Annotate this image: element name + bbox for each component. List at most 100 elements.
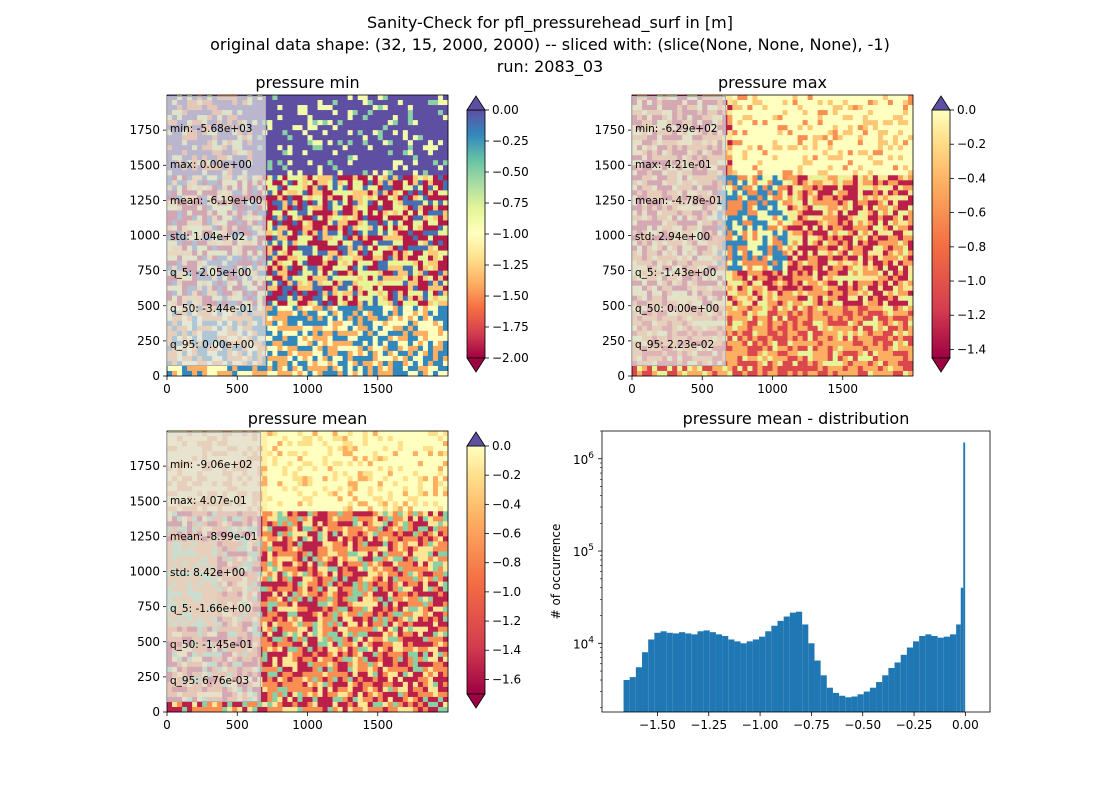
heatmap-cell: [317, 185, 323, 191]
heatmap-cell: [277, 270, 283, 276]
heatmap-cell: [352, 305, 359, 312]
heatmap-cell: [327, 325, 333, 332]
heatmap-cell: [312, 325, 318, 332]
heatmap-cell: [407, 220, 414, 226]
heatmap-cell: [347, 205, 354, 211]
heatmap-cell: [442, 320, 449, 327]
heatmap-cell: [792, 120, 798, 126]
heatmap-cell: [342, 360, 348, 367]
heatmap-cell: [302, 270, 308, 276]
heatmap-cell: [297, 295, 303, 302]
heatmap-cell: [772, 215, 778, 221]
heatmap-cell: [792, 110, 798, 116]
heatmap-cell: [752, 270, 758, 276]
heatmap-cell: [372, 110, 379, 116]
heatmap-cell: [362, 250, 369, 256]
heatmap-cell: [427, 190, 434, 196]
heatmap-cell: [327, 115, 333, 121]
heatmap-cell: [427, 320, 434, 327]
heatmap-cell: [757, 215, 763, 221]
heatmap-cell: [322, 195, 328, 201]
heatmap-cell: [737, 95, 743, 101]
heatmap-cell: [767, 370, 773, 377]
heatmap-cell: [727, 215, 733, 221]
heatmap-cell: [332, 325, 338, 332]
heatmap-cell: [792, 150, 798, 156]
heatmap-cell: [672, 370, 678, 377]
heatmap-cell: [432, 325, 439, 332]
heatmap-cell: [367, 195, 374, 201]
heatmap-cell: [777, 100, 783, 106]
heatmap-cell: [317, 125, 323, 131]
heatmap-cell: [727, 340, 733, 347]
heatmap-cell: [342, 365, 348, 372]
heatmap-cell: [377, 345, 384, 352]
heatmap-cell: [327, 240, 333, 246]
heatmap-cell: [427, 260, 434, 266]
heatmap-cell: [287, 275, 293, 282]
heatmap-cell: [292, 270, 298, 276]
heatmap-cell: [737, 200, 743, 206]
heatmap-cell: [387, 160, 394, 166]
heatmap-cell: [777, 260, 783, 266]
heatmap-cell: [312, 215, 318, 221]
heatmap-cell: [267, 305, 273, 312]
heatmap-cell: [417, 100, 424, 106]
heatmap-cell: [777, 195, 783, 201]
heatmap-cell: [342, 245, 348, 251]
heatmap-cell: [322, 315, 328, 322]
heatmap-cell: [772, 275, 778, 282]
heatmap-cell: [382, 240, 389, 246]
heatmap-cell: [787, 230, 793, 236]
heatmap-cell: [292, 330, 298, 337]
heatmap-cell: [787, 325, 793, 332]
heatmap-cell: [317, 140, 323, 146]
heatmap-cell: [317, 225, 323, 231]
heatmap-cell: [767, 310, 773, 317]
heatmap-cell: [442, 165, 449, 171]
heatmap-cell: [737, 295, 743, 302]
heatmap-cell: [282, 370, 288, 377]
heatmap-cell: [372, 310, 379, 317]
heatmap-cell: [787, 110, 793, 116]
heatmap-cell: [782, 265, 788, 271]
heatmap-cell: [787, 360, 793, 367]
heatmap-cell: [262, 365, 268, 372]
heatmap-cell: [742, 310, 748, 317]
heatmap-cell: [727, 335, 733, 342]
heatmap-cell: [747, 340, 753, 347]
heatmap-cell: [372, 295, 379, 302]
heatmap-cell: [747, 100, 753, 106]
heatmap-cell: [387, 105, 394, 111]
heatmap-cell: [182, 365, 188, 372]
heatmap-cell: [432, 115, 439, 121]
heatmap-cell: [767, 155, 773, 161]
heatmap-cell: [282, 235, 288, 241]
heatmap-cell: [272, 365, 278, 372]
heatmap-cell: [772, 95, 778, 101]
heatmap-cell: [412, 210, 419, 216]
heatmap-cell: [372, 330, 379, 337]
heatmap-cell: [397, 230, 404, 236]
heatmap-cell: [337, 280, 343, 287]
heatmap-cell: [432, 215, 439, 221]
heatmap-cell: [362, 160, 369, 166]
heatmap-cell: [352, 145, 359, 151]
heatmap-cell: [782, 185, 788, 191]
heatmap-cell: [392, 210, 399, 216]
heatmap-cell: [267, 225, 273, 231]
heatmap-cell: [332, 230, 338, 236]
heatmap-cell: [367, 340, 374, 347]
heatmap-cell: [297, 250, 303, 256]
heatmap-cell: [437, 185, 444, 191]
heatmap-cell: [357, 165, 364, 171]
heatmap-cell: [422, 215, 429, 221]
heatmap-cell: [322, 110, 328, 116]
heatmap-cell: [762, 305, 768, 312]
heatmap-cell: [732, 160, 738, 166]
heatmap-cell: [427, 310, 434, 317]
heatmap-cell: [427, 230, 434, 236]
heatmap-cell: [352, 290, 359, 297]
heatmap-cell: [302, 175, 308, 181]
heatmap-cell: [302, 155, 308, 161]
